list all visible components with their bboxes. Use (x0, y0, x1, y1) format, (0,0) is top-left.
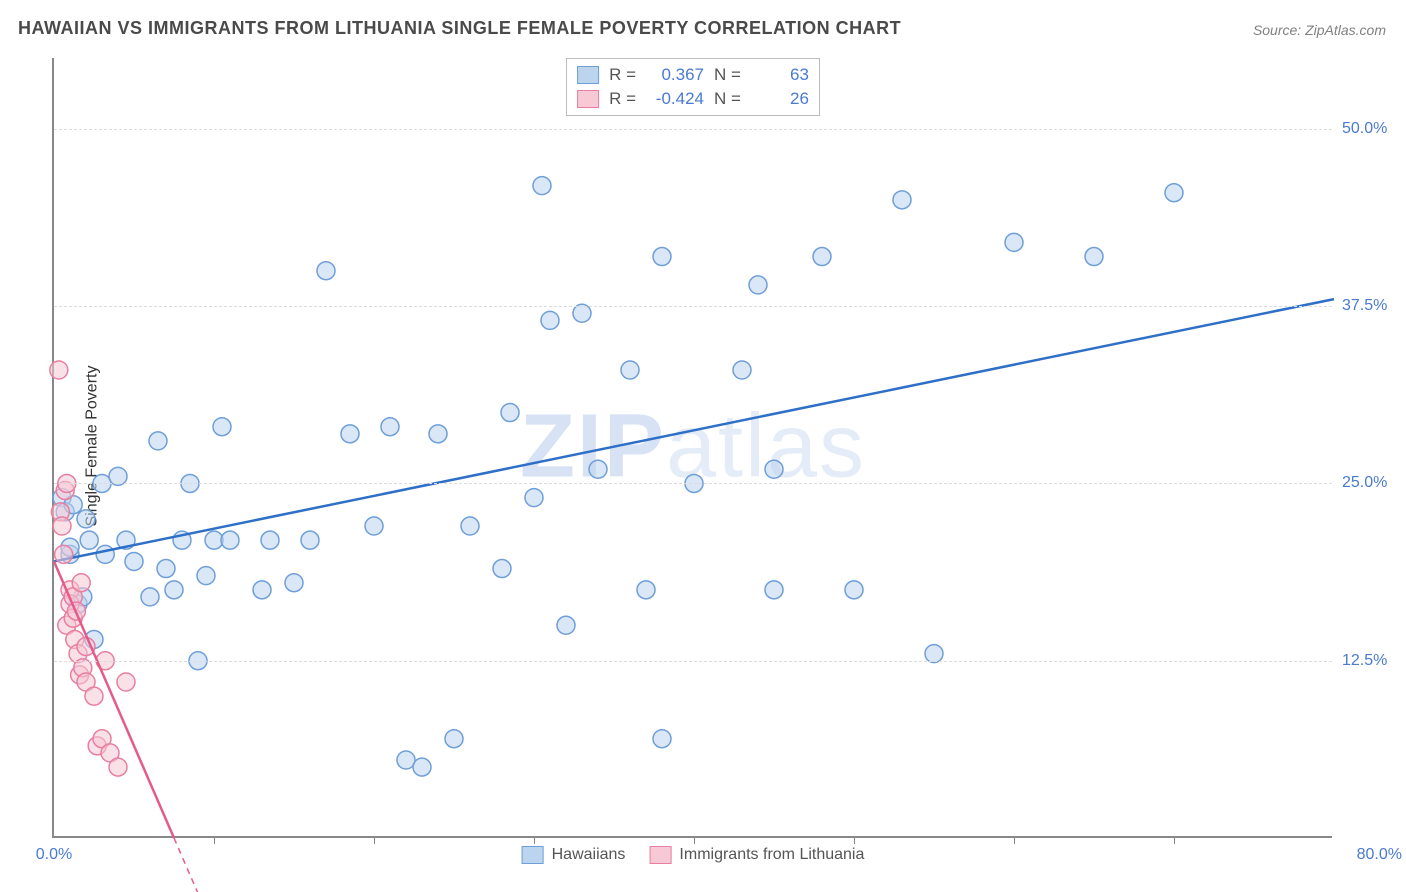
scatter-point (285, 574, 303, 592)
scatter-point (141, 588, 159, 606)
scatter-point (413, 758, 431, 776)
x-tick-mark (1014, 836, 1015, 844)
scatter-point (85, 687, 103, 705)
scatter-point (445, 730, 463, 748)
scatter-point (589, 460, 607, 478)
scatter-point (653, 730, 671, 748)
scatter-point (541, 311, 559, 329)
source-attribution: Source: ZipAtlas.com (1253, 22, 1386, 38)
legend-label: Immigrants from Lithuania (679, 846, 864, 864)
gridline (54, 306, 1332, 307)
x-tick-label: 80.0% (1357, 846, 1402, 864)
scatter-point (125, 552, 143, 570)
scatter-point (72, 574, 90, 592)
scatter-point (845, 581, 863, 599)
gridline (54, 129, 1332, 130)
scatter-point (621, 361, 639, 379)
scatter-point (525, 489, 543, 507)
scatter-point (765, 460, 783, 478)
scatter-point (501, 404, 519, 422)
x-tick-mark (854, 836, 855, 844)
scatter-point (149, 432, 167, 450)
x-tick-mark (1174, 836, 1175, 844)
legend-swatch (649, 846, 671, 864)
scatter-point (493, 560, 511, 578)
scatter-point (765, 581, 783, 599)
y-tick-label: 37.5% (1342, 297, 1402, 315)
trend-line-ext (174, 838, 214, 892)
legend-label: Hawaiians (552, 846, 626, 864)
legend-swatch (522, 846, 544, 864)
x-tick-label: 0.0% (36, 846, 72, 864)
scatter-point (533, 177, 551, 195)
scatter-point (1165, 184, 1183, 202)
trend-line (54, 299, 1334, 561)
x-tick-mark (214, 836, 215, 844)
scatter-point (50, 361, 68, 379)
plot-area: ZIPatlas R =0.367N =63R =-0.424N =26 Haw… (52, 58, 1332, 838)
scatter-point (55, 545, 73, 563)
scatter-point (165, 581, 183, 599)
scatter-point (157, 560, 175, 578)
scatter-point (197, 567, 215, 585)
chart-svg (54, 58, 1332, 836)
x-tick-mark (534, 836, 535, 844)
scatter-point (53, 517, 71, 535)
scatter-point (381, 418, 399, 436)
y-tick-label: 50.0% (1342, 120, 1402, 138)
scatter-point (213, 418, 231, 436)
scatter-point (253, 581, 271, 599)
gridline (54, 661, 1332, 662)
chart-title: HAWAIIAN VS IMMIGRANTS FROM LITHUANIA SI… (18, 18, 901, 39)
scatter-point (109, 758, 127, 776)
legend-item: Immigrants from Lithuania (649, 846, 864, 864)
series-legend: Hawaiians Immigrants from Lithuania (522, 846, 865, 864)
scatter-point (461, 517, 479, 535)
x-tick-mark (694, 836, 695, 844)
y-tick-label: 25.0% (1342, 474, 1402, 492)
scatter-point (317, 262, 335, 280)
scatter-point (653, 248, 671, 266)
scatter-point (637, 581, 655, 599)
scatter-point (429, 425, 447, 443)
scatter-point (365, 517, 383, 535)
scatter-point (813, 248, 831, 266)
scatter-point (117, 673, 135, 691)
legend-item: Hawaiians (522, 846, 626, 864)
x-tick-mark (374, 836, 375, 844)
scatter-point (557, 616, 575, 634)
scatter-point (77, 510, 95, 528)
y-tick-label: 12.5% (1342, 652, 1402, 670)
scatter-point (749, 276, 767, 294)
scatter-point (221, 531, 239, 549)
scatter-point (1085, 248, 1103, 266)
gridline (54, 483, 1332, 484)
scatter-point (733, 361, 751, 379)
scatter-point (1005, 233, 1023, 251)
scatter-point (893, 191, 911, 209)
scatter-point (96, 545, 114, 563)
scatter-point (301, 531, 319, 549)
scatter-point (341, 425, 359, 443)
scatter-point (261, 531, 279, 549)
scatter-point (80, 531, 98, 549)
